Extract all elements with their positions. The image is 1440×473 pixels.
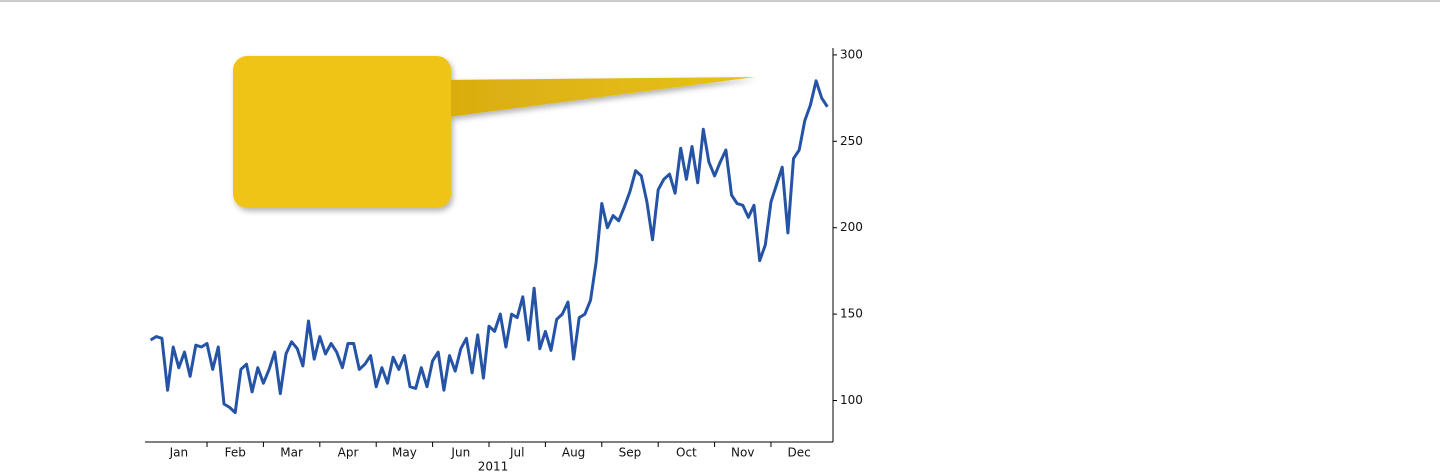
x-tick-label: Jan bbox=[169, 446, 189, 460]
x-axis-label: 2011 bbox=[478, 460, 509, 473]
x-tick-label: Dec bbox=[788, 446, 811, 460]
y-tick-label: 100 bbox=[840, 393, 863, 407]
callout-box bbox=[233, 56, 451, 208]
y-tick-label: 300 bbox=[840, 47, 863, 61]
x-tick-label: May bbox=[392, 446, 417, 460]
y-tick-label: 150 bbox=[840, 307, 863, 321]
x-tick-label: Jul bbox=[509, 446, 524, 460]
x-tick-label: Nov bbox=[731, 446, 754, 460]
y-tick-label: 250 bbox=[840, 134, 863, 148]
price-line bbox=[149, 79, 829, 415]
callout-pointer bbox=[440, 77, 755, 118]
x-tick-label: Aug bbox=[562, 446, 585, 460]
x-tick-label: Mar bbox=[280, 446, 303, 460]
x-tick-label: Feb bbox=[225, 446, 246, 460]
x-tick-label: Jun bbox=[450, 446, 470, 460]
y-tick-label: 200 bbox=[840, 220, 863, 234]
x-tick-label: Sep bbox=[619, 446, 642, 460]
callout bbox=[233, 56, 755, 208]
x-tick-label: Apr bbox=[338, 446, 359, 460]
x-tick-label: Oct bbox=[676, 446, 697, 460]
